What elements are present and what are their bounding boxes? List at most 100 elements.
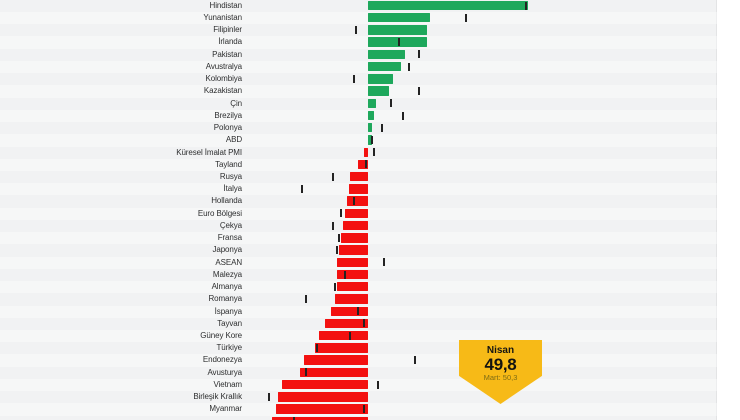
pmi-bar-below-50: [319, 331, 368, 341]
previous-month-tick: [464, 13, 467, 22]
previous-month-tick: [524, 1, 527, 10]
previous-month-tick: [357, 307, 360, 316]
pmi-bar-below-50: [303, 355, 368, 365]
pmi-bar-above-50: [368, 98, 376, 109]
country-label: Myanmar: [209, 404, 242, 414]
country-label: Brezilya: [214, 110, 242, 120]
previous-month-tick: [380, 123, 383, 132]
previous-month-tick: [349, 331, 352, 340]
country-label: Kolombiya: [205, 74, 243, 84]
country-label: Tayvan: [217, 318, 242, 328]
country-label: Avustralya: [205, 61, 242, 71]
pmi-bar-above-50: [368, 74, 394, 84]
country-label: İrlanda: [218, 37, 242, 47]
country-label: Tayland: [215, 159, 242, 169]
pmi-bar-below-50: [358, 159, 368, 170]
country-label: Hindistan: [209, 0, 243, 10]
highlight-badge: Nisan 49,8 Mart: 50,3: [459, 340, 542, 404]
country-label: Fransa: [217, 233, 242, 243]
previous-month-tick: [300, 184, 303, 193]
pmi-bar-below-50: [338, 245, 368, 255]
country-label: Malezya: [212, 269, 242, 279]
pmi-bar-above-50: [368, 86, 390, 96]
previous-month-tick: [376, 380, 379, 389]
pmi-bar-below-50: [299, 367, 368, 378]
pmi-bar-below-50: [272, 416, 368, 420]
previous-month-tick: [343, 270, 346, 279]
country-label: İspanya: [214, 306, 242, 316]
country-label: İtalya: [223, 184, 242, 194]
country-label: Japonya: [212, 245, 242, 255]
pmi-bar-above-50: [368, 49, 406, 60]
previous-month-tick: [333, 282, 336, 291]
country-label: Kazakistan: [203, 86, 242, 96]
previous-month-tick: [365, 160, 368, 169]
country-label: Türkiye: [216, 343, 242, 353]
right-margin: [716, 0, 740, 420]
country-label: Küresel İmalat PMI: [176, 147, 242, 157]
pmi-bar-below-50: [364, 147, 368, 157]
country-label: ABD: [225, 135, 242, 145]
previous-month-tick: [402, 111, 405, 120]
pmi-bar-below-50: [334, 294, 368, 304]
country-label: Euro Bölgesi: [197, 208, 242, 218]
pmi-bar-above-50: [368, 123, 372, 133]
country-label: Vietnam: [213, 379, 242, 389]
pmi-bar-below-50: [336, 269, 368, 280]
previous-month-tick: [370, 136, 373, 145]
pmi-bar-above-50: [368, 61, 402, 72]
pmi-bar-below-50: [350, 172, 368, 182]
pmi-bar-above-50: [368, 0, 528, 11]
pmi-bar-below-50: [342, 220, 368, 231]
previous-month-tick: [407, 62, 410, 71]
previous-month-tick: [337, 233, 340, 242]
previous-month-tick: [363, 405, 366, 414]
previous-month-tick: [353, 74, 356, 83]
previous-month-tick: [316, 343, 319, 352]
pmi-bar-below-50: [340, 233, 368, 243]
pmi-bar-below-50: [278, 392, 368, 402]
previous-month-tick: [335, 246, 338, 255]
pmi-bar-below-50: [348, 184, 368, 194]
pmi-bar-below-50: [325, 318, 368, 329]
country-label: Çekya: [219, 220, 242, 230]
previous-month-tick: [304, 295, 307, 304]
country-label: Yunanistan: [203, 13, 242, 23]
pmi-bar-above-50: [368, 13, 431, 23]
previous-month-tick: [339, 209, 342, 218]
country-label: Filipinler: [213, 25, 242, 35]
country-label: Hollanda: [211, 196, 242, 206]
country-label: Rusya: [219, 172, 242, 182]
country-label: Pakistan: [212, 49, 242, 59]
pmi-bar-below-50: [315, 343, 368, 353]
previous-month-tick: [363, 319, 366, 328]
badge-month-label: Nisan: [486, 345, 515, 356]
previous-month-tick: [417, 87, 420, 96]
country-label: Romanya: [208, 294, 242, 304]
country-label: Çin: [230, 98, 242, 108]
pmi-bar-below-50: [336, 257, 368, 268]
country-label: Güney Kore: [200, 331, 242, 340]
pmi-bar-above-50: [368, 135, 372, 145]
country-label: ASEAN: [215, 257, 242, 267]
pmi-bar-below-50: [344, 208, 368, 219]
country-label: Endonezya: [202, 355, 242, 365]
previous-month-tick: [304, 368, 307, 377]
previous-month-tick: [331, 172, 334, 181]
previous-month-tick: [413, 356, 416, 365]
country-label: Birleşik Krallık: [193, 392, 242, 402]
previous-month-tick: [398, 38, 401, 47]
country-label: Almanya: [211, 282, 243, 292]
previous-month-tick: [331, 221, 334, 230]
previous-month-tick: [353, 197, 356, 206]
previous-month-tick: [267, 392, 270, 401]
country-label: Polonya: [213, 123, 242, 133]
previous-month-tick: [382, 258, 385, 267]
pmi-bar-above-50: [368, 25, 427, 35]
pmi-bar-below-50: [336, 282, 368, 292]
previous-month-tick: [417, 50, 420, 59]
previous-month-tick: [355, 25, 358, 34]
pmi-bar-below-50: [276, 404, 368, 414]
pmi-bar-above-50: [368, 37, 427, 47]
